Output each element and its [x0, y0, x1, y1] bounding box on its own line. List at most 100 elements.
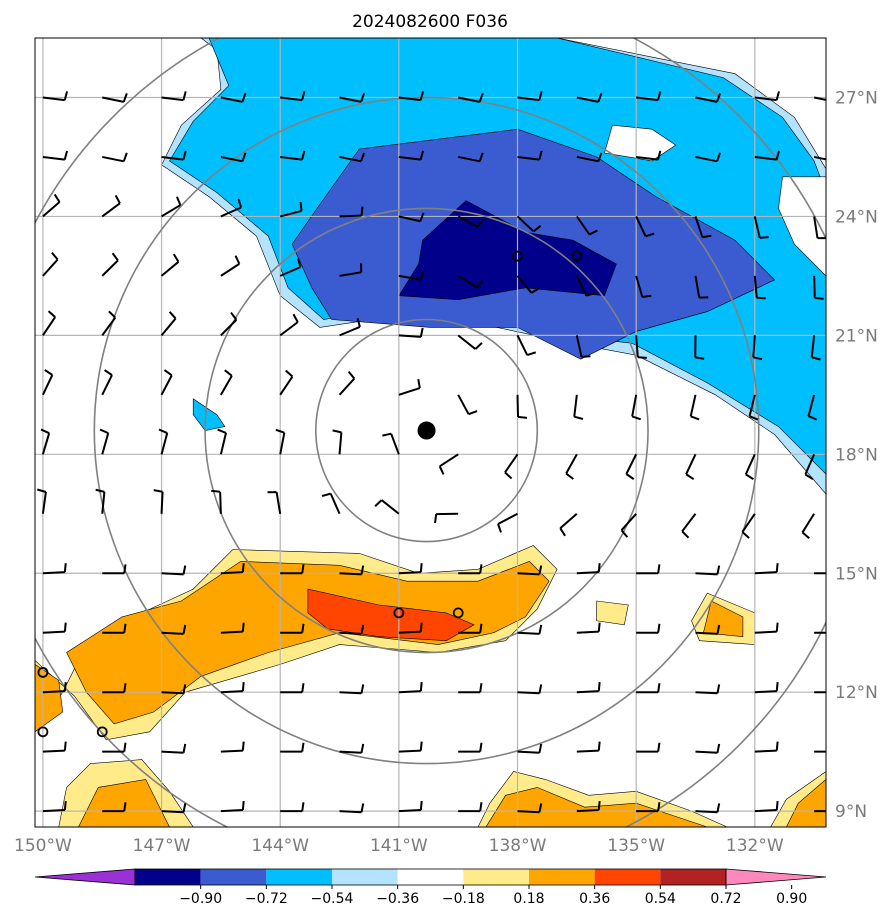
wind-barb-staff [754, 690, 777, 694]
wind-barb-staff [160, 491, 164, 514]
wind-barb-staff [101, 202, 121, 218]
wind-barb-staff [810, 335, 816, 358]
wind-barb-flag [224, 369, 233, 377]
wind-barb-staff [339, 271, 362, 277]
wind-barb-flag [597, 741, 601, 751]
wind-barb-flag [63, 800, 67, 811]
colorbar-tick-label: 0.90 [776, 891, 807, 907]
wind-barb-flag [419, 563, 423, 573]
wind-barb-staff [102, 155, 124, 163]
wind-barb-flag [759, 236, 769, 239]
wind-barb-flag [163, 369, 173, 377]
wind-barb-flag [775, 622, 779, 632]
plot-frame [34, 37, 827, 828]
wind-barb-staff [42, 316, 57, 336]
range-ring-layer [35, 38, 826, 827]
wind-barb-staff [279, 266, 301, 277]
wind-barb-staff [754, 809, 777, 813]
wind-barb-staff [398, 749, 421, 753]
wind-barb-staff [339, 96, 362, 103]
wind-barb-staff [517, 750, 540, 754]
colorbar-segment [135, 869, 201, 885]
wind-barb-flag [538, 565, 543, 575]
point-marker [393, 607, 405, 619]
wind-barb-staff [339, 214, 362, 218]
wind-barb-staff [457, 96, 480, 103]
wind-barb-flag [63, 91, 69, 101]
wind-barb-staff [279, 432, 286, 455]
wind-barb-staff [390, 433, 400, 455]
colorbar-tick-label: −0.90 [179, 891, 222, 907]
wind-barb-flag [811, 356, 821, 361]
colorbar-segment [594, 869, 661, 885]
wind-barb-staff [517, 572, 540, 576]
wind-barb-staff [161, 96, 184, 102]
wind-barb-flag [299, 201, 303, 212]
wind-barb-flag [40, 428, 50, 435]
wind-barb-flag [301, 742, 305, 752]
wind-barb-staff [42, 155, 65, 161]
wind-barb-flag [532, 225, 542, 233]
y-tick-label: 27°N [835, 88, 878, 108]
wind-barb-staff [576, 571, 599, 575]
wind-barb-flag [657, 91, 662, 101]
wind-barb-staff [101, 491, 106, 514]
wind-barb-flag [360, 93, 366, 103]
y-tick-label: 18°N [835, 445, 878, 465]
wind-barb-flag [63, 563, 67, 573]
wind-barb-flag [301, 683, 305, 693]
wind-barb-flag [360, 565, 365, 575]
wind-barb-staff [457, 155, 480, 163]
wind-barb-flag [114, 194, 121, 204]
wind-barb-staff [220, 375, 233, 396]
wind-barb-staff [42, 201, 61, 218]
colorbar-segment [332, 869, 398, 885]
wind-barb-flag [301, 802, 305, 812]
wind-barb-staff [804, 453, 816, 475]
wind-barb-staff [398, 690, 421, 694]
point-marker [452, 607, 464, 619]
wind-barb-staff [398, 809, 421, 813]
wind-barb-staff [161, 810, 184, 814]
wind-barb-flag [657, 623, 661, 633]
wind-barb-flag [47, 310, 56, 318]
wind-barb-flag [419, 150, 425, 160]
y-tick-label: 24°N [835, 207, 878, 227]
contour-region-orange-s [78, 779, 170, 827]
x-tick-label: 150°W [14, 836, 72, 856]
wind-barb-flag [775, 91, 780, 101]
wind-barb-staff [220, 690, 243, 694]
wind-barb-flag [526, 351, 537, 357]
wind-barb-staff [398, 571, 421, 575]
wind-barb-flag [836, 624, 837, 633]
wind-barb-flag [182, 684, 187, 694]
wind-barb-staff [625, 453, 638, 475]
wind-barb-staff [754, 630, 777, 634]
wind-barb-flag [158, 428, 168, 434]
wind-barb-staff [517, 96, 540, 102]
wind-barb-staff [398, 96, 421, 102]
wind-barb-flag [123, 683, 127, 693]
wind-barb-staff [398, 155, 421, 161]
wind-barb-staff [576, 215, 591, 236]
wind-barb-flag [63, 741, 67, 751]
wind-barb-staff [101, 259, 119, 277]
wind-barb-staff [42, 749, 65, 753]
wind-barb-flag [419, 91, 425, 101]
wind-barb-staff [516, 275, 533, 294]
wind-barb-staff [220, 630, 243, 634]
wind-barb-flag [716, 152, 722, 162]
wind-barb-staff [754, 96, 777, 102]
wind-barb-flag [95, 488, 105, 493]
wind-barb-staff [636, 155, 659, 161]
range-ring [204, 207, 649, 654]
wind-barb-flag [657, 150, 662, 160]
wind-barb-staff [101, 317, 117, 336]
wind-barb-flag [292, 313, 299, 323]
wind-barb-flag [586, 292, 596, 297]
wind-barb-flag [479, 683, 483, 693]
wind-barb-staff [160, 374, 173, 396]
contour-region-orange [66, 561, 550, 725]
wind-barb-staff [42, 809, 65, 813]
chart-title: 2024082600 F036 [352, 12, 508, 32]
